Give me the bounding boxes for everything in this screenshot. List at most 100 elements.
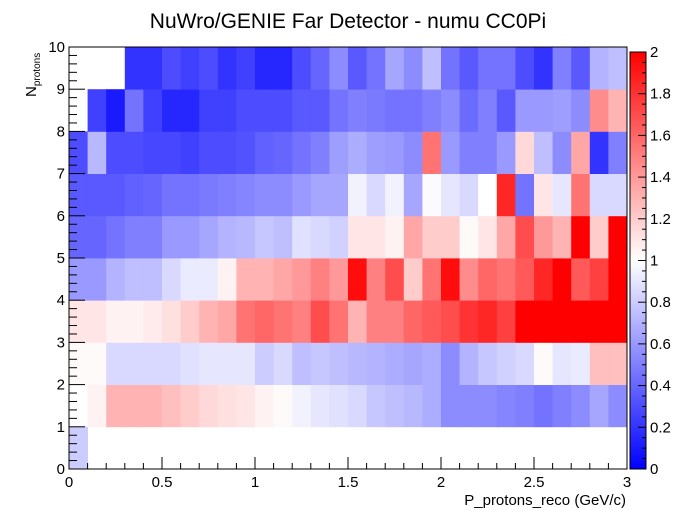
- heatmap-cell: [143, 89, 163, 132]
- heatmap-cell: [385, 47, 405, 90]
- heatmap-cell: [124, 89, 144, 132]
- heatmap-cell: [403, 300, 423, 343]
- heatmap-cell: [69, 426, 88, 470]
- heatmap-cell: [589, 384, 609, 428]
- heatmap-cell: [310, 89, 330, 132]
- heatmap-cell: [571, 89, 591, 132]
- heatmap-cell: [496, 300, 516, 343]
- heatmap-cell: [217, 131, 237, 174]
- heatmap-cell: [310, 342, 330, 385]
- heatmap-cell: [162, 89, 181, 132]
- y-tick-label: 8: [57, 123, 65, 140]
- heatmap-cell: [459, 342, 479, 385]
- svg-text:Nprotons: Nprotons: [23, 53, 43, 97]
- heatmap-cell: [87, 342, 107, 385]
- y-tick-label: 1: [57, 419, 65, 436]
- heatmap-cell: [180, 384, 200, 428]
- heatmap-cell: [552, 384, 572, 428]
- heatmap-cell: [236, 300, 256, 343]
- heatmap-cell: [459, 131, 479, 174]
- heatmap-cell: [515, 384, 535, 428]
- heatmap-cell: [310, 131, 330, 174]
- heatmap-cell: [143, 258, 163, 301]
- heatmap-cell: [608, 131, 628, 174]
- y-axis-title: Nprotons: [23, 53, 43, 97]
- heatmap-cell: [162, 342, 181, 385]
- heatmap-cell: [217, 89, 237, 132]
- heatmap-cell: [69, 215, 88, 259]
- heatmap-cell: [608, 384, 628, 428]
- heatmap-cell: [385, 215, 405, 259]
- heatmap-cell: [571, 342, 591, 385]
- heatmap-cell: [478, 384, 498, 428]
- heatmap-cell: [143, 47, 163, 90]
- color-scale-axis: 0 0.2 0.4 0.6 0.8 1 1.2 1.4 1.6 1.8 2: [638, 44, 671, 478]
- heatmap-cell: [329, 47, 349, 90]
- heatmap-cell: [459, 47, 479, 90]
- heatmap-cell: [403, 384, 423, 428]
- heatmap-cell: [552, 173, 572, 217]
- heatmap-cell: [124, 173, 144, 217]
- heatmap-cell: [403, 89, 423, 132]
- heatmap-cell: [217, 173, 237, 217]
- heatmap-cell: [515, 173, 535, 217]
- heatmap-cell: [515, 300, 535, 343]
- y-tick-label: 3: [57, 334, 65, 351]
- heatmap-cell: [422, 384, 442, 428]
- heatmap-cell: [385, 173, 405, 217]
- heatmap-cell: [571, 258, 591, 301]
- heatmap-cell: [534, 300, 553, 343]
- heatmap-cell: [180, 342, 200, 385]
- heatmap-cell: [348, 47, 367, 90]
- heatmap-cell: [162, 300, 181, 343]
- heatmap-cell: [385, 300, 405, 343]
- heatmap-cell: [143, 131, 163, 174]
- heatmap-cell: [329, 131, 349, 174]
- heatmap-cell: [366, 300, 386, 343]
- heatmap-cell: [366, 173, 386, 217]
- heatmap-cell: [329, 342, 349, 385]
- heatmap-cell: [608, 300, 628, 343]
- heatmap-cell: [87, 215, 107, 259]
- heatmap-cell: [273, 258, 293, 301]
- heatmap-cell: [199, 173, 219, 217]
- heatmap-cell: [162, 47, 181, 90]
- heatmap-cell: [143, 173, 163, 217]
- heatmap-cell: [534, 384, 553, 428]
- heatmap-cell: [478, 47, 498, 90]
- heatmap-cell: [87, 300, 107, 343]
- heatmap-cell: [403, 258, 423, 301]
- heatmap-cell: [292, 258, 312, 301]
- heatmap-cell: [608, 258, 628, 301]
- heatmap-cell: [310, 173, 330, 217]
- heatmap-cell: [366, 47, 386, 90]
- heatmap-cell: [552, 342, 572, 385]
- heatmap-cell: [515, 131, 535, 174]
- heatmap-cell: [124, 215, 144, 259]
- heatmap-cell: [106, 131, 126, 174]
- heatmap-cell: [180, 173, 200, 217]
- color-scale-label: 0: [650, 461, 658, 478]
- heatmap-cell: [441, 300, 460, 343]
- heatmap-cell: [422, 89, 442, 132]
- heatmap-cell: [552, 300, 572, 343]
- x-tick-label: 1.5: [338, 474, 359, 491]
- heatmap-cell: [478, 300, 498, 343]
- heatmap-cell: [143, 384, 163, 428]
- heatmap-cell: [69, 258, 88, 301]
- heatmap-cell: [422, 173, 442, 217]
- heatmap-cell: [255, 258, 274, 301]
- y-axis-title-main: N: [23, 86, 40, 97]
- heatmap-cell: [589, 47, 609, 90]
- heatmap-cell: [106, 173, 126, 217]
- heatmap-cell: [162, 131, 181, 174]
- x-tick-label: 2: [437, 474, 445, 491]
- heatmap-cell: [236, 47, 256, 90]
- x-tick-label: 2.5: [524, 474, 545, 491]
- heatmap-cell: [255, 89, 274, 132]
- heatmap-cell: [515, 342, 535, 385]
- heatmap-cell: [496, 384, 516, 428]
- heatmap-cell: [366, 342, 386, 385]
- heatmap-cell: [180, 47, 200, 90]
